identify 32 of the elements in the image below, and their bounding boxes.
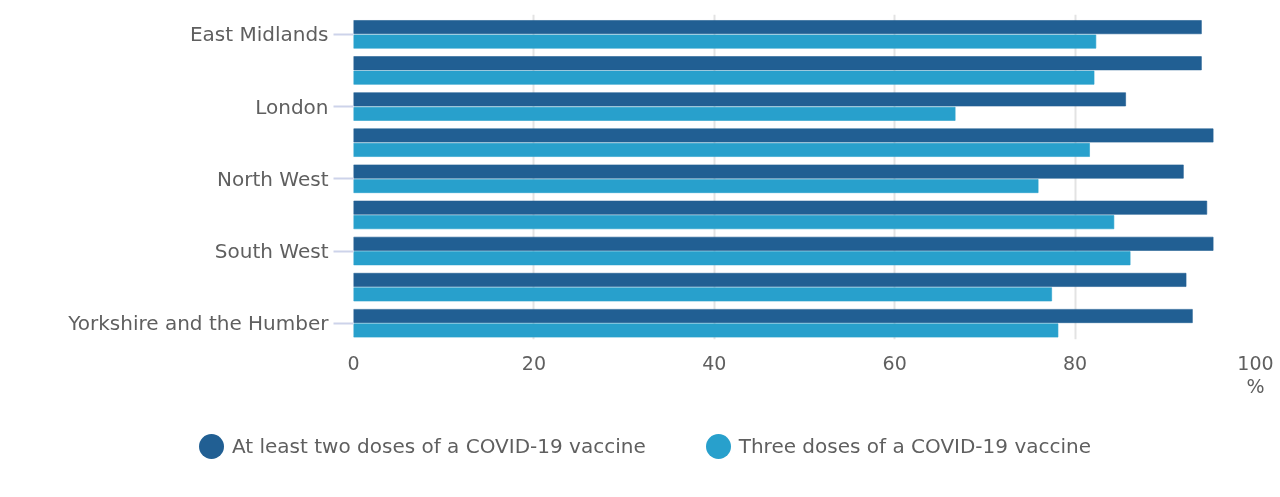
bar [353,106,956,121]
y-tick-label: East Midlands [189,22,329,47]
bar [353,70,1095,85]
bar [353,92,1127,107]
bar [353,272,1187,288]
bar [353,236,1214,251]
bar [353,200,1208,215]
y-tick-label: North West [217,166,329,191]
bar [353,34,1097,49]
bar [353,56,1202,71]
bar [353,142,1091,158]
bar [353,214,1115,230]
x-axis-title: % [1246,374,1265,397]
y-tick-label: London [255,94,329,119]
bar [353,19,1202,35]
bar [353,251,1131,266]
x-tick-label: 60 [882,351,907,374]
legend-label: Three doses of a COVID-19 vaccine [738,433,1092,460]
legend-label: At least two doses of a COVID-19 vaccine [231,433,646,460]
bar [353,323,1059,338]
bar [353,178,1039,194]
x-tick-label: 100 [1237,351,1274,374]
y-tick-label: South West [214,239,329,264]
x-tick-label: 0 [347,351,360,374]
x-tick-label: 20 [521,351,546,374]
x-tick-label: 40 [702,351,727,374]
bar [353,287,1053,302]
bar [353,128,1214,143]
y-tick-label: Yorkshire and the Humber [67,311,330,336]
bar [353,164,1184,179]
x-tick-label: 80 [1063,351,1088,374]
bar [353,308,1193,324]
